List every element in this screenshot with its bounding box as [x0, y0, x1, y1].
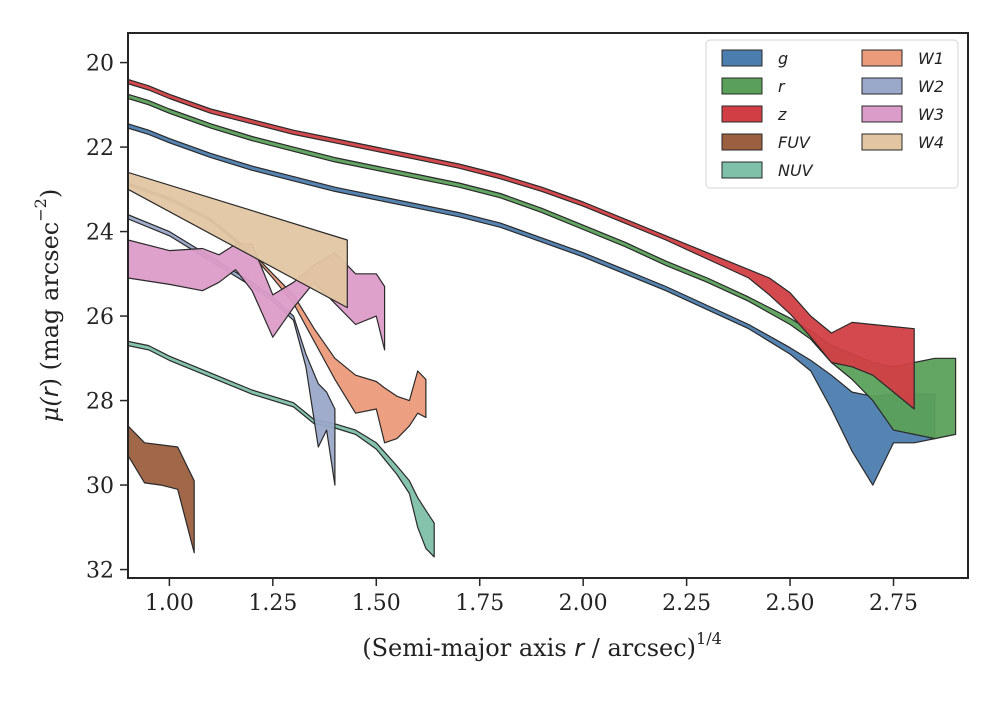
- y-axis-label-mu: μ(: [36, 397, 64, 423]
- y-tick-label: 32: [86, 559, 114, 584]
- y-axis-label-var: r: [36, 385, 64, 397]
- legend-swatch-w1: [861, 49, 903, 67]
- series-band-r: [128, 93, 957, 440]
- legend: grz FUV NUV W1 W2 W3 W4: [705, 39, 959, 189]
- y-tick-label: 26: [86, 305, 114, 330]
- y-tick-label: 28: [86, 390, 114, 415]
- axes-layer: 1.00 1.25 1.50 1.75 2.00 2.25 2.50 2.75 20 22 24 26…: [31, 32, 969, 662]
- legend-label-w2: W2: [918, 77, 944, 96]
- legend-label-r: r: [778, 77, 786, 96]
- legend-swatch-z: [721, 105, 763, 123]
- y-axis-label-unit: ) (mag arcsec: [36, 222, 64, 388]
- x-axis-label-var: r: [574, 634, 586, 662]
- y-axis-label-close: ): [36, 189, 64, 198]
- y-tick-label: 24: [86, 221, 114, 246]
- legend-swatch-w4: [861, 133, 903, 151]
- legend-label-fuv: FUV: [778, 133, 811, 152]
- legend-label-w1: W1: [918, 49, 944, 68]
- y-axis-label-power: −2: [31, 198, 50, 222]
- series-band-fuv: [128, 425, 195, 554]
- x-tick-label: 2.00: [559, 591, 608, 616]
- series-band-w4: [128, 171, 348, 309]
- series-band-z: [128, 78, 915, 410]
- y-axis-label: μ(r) (mag arcsec−2): [31, 189, 64, 422]
- legend-label-nuv: NUV: [778, 161, 814, 180]
- x-axis-label-unit: / arcsec): [584, 634, 696, 662]
- legend-swatch-r: [721, 77, 763, 95]
- x-tick-label: 2.25: [662, 591, 711, 616]
- series-layer: [128, 78, 957, 558]
- x-axis-label-power: 1/4: [696, 629, 722, 648]
- legend-swatch-fuv: [721, 133, 763, 151]
- plot-frame: [127, 32, 969, 579]
- legend-box: [705, 39, 959, 189]
- x-tick-label: 1.75: [455, 591, 504, 616]
- x-tick-label: 1.50: [352, 591, 401, 616]
- legend-label-g: g: [778, 49, 788, 68]
- legend-label-w3: W3: [918, 105, 944, 124]
- x-tick-label: 1.25: [248, 591, 297, 616]
- legend-swatch-nuv: [721, 161, 763, 179]
- x-tick-label: 2.50: [766, 591, 815, 616]
- x-tick-label: 2.75: [869, 591, 918, 616]
- legend-swatch-w3: [861, 105, 903, 123]
- series-band-nuv: [128, 340, 435, 558]
- legend-label-z: z: [777, 105, 787, 124]
- x-axis-label-text: (Semi-major axis: [362, 634, 574, 662]
- legend-swatch-w2: [861, 77, 903, 95]
- y-tick-label: 30: [86, 474, 114, 499]
- x-tick-label: 1.00: [145, 591, 194, 616]
- x-axis-label: (Semi-major axis r / arcsec)1/4: [362, 629, 722, 662]
- y-tick-label: 20: [86, 52, 114, 77]
- legend-swatch-g: [721, 49, 763, 67]
- y-tick-label: 22: [86, 136, 114, 161]
- legend-label-w4: W4: [918, 133, 944, 152]
